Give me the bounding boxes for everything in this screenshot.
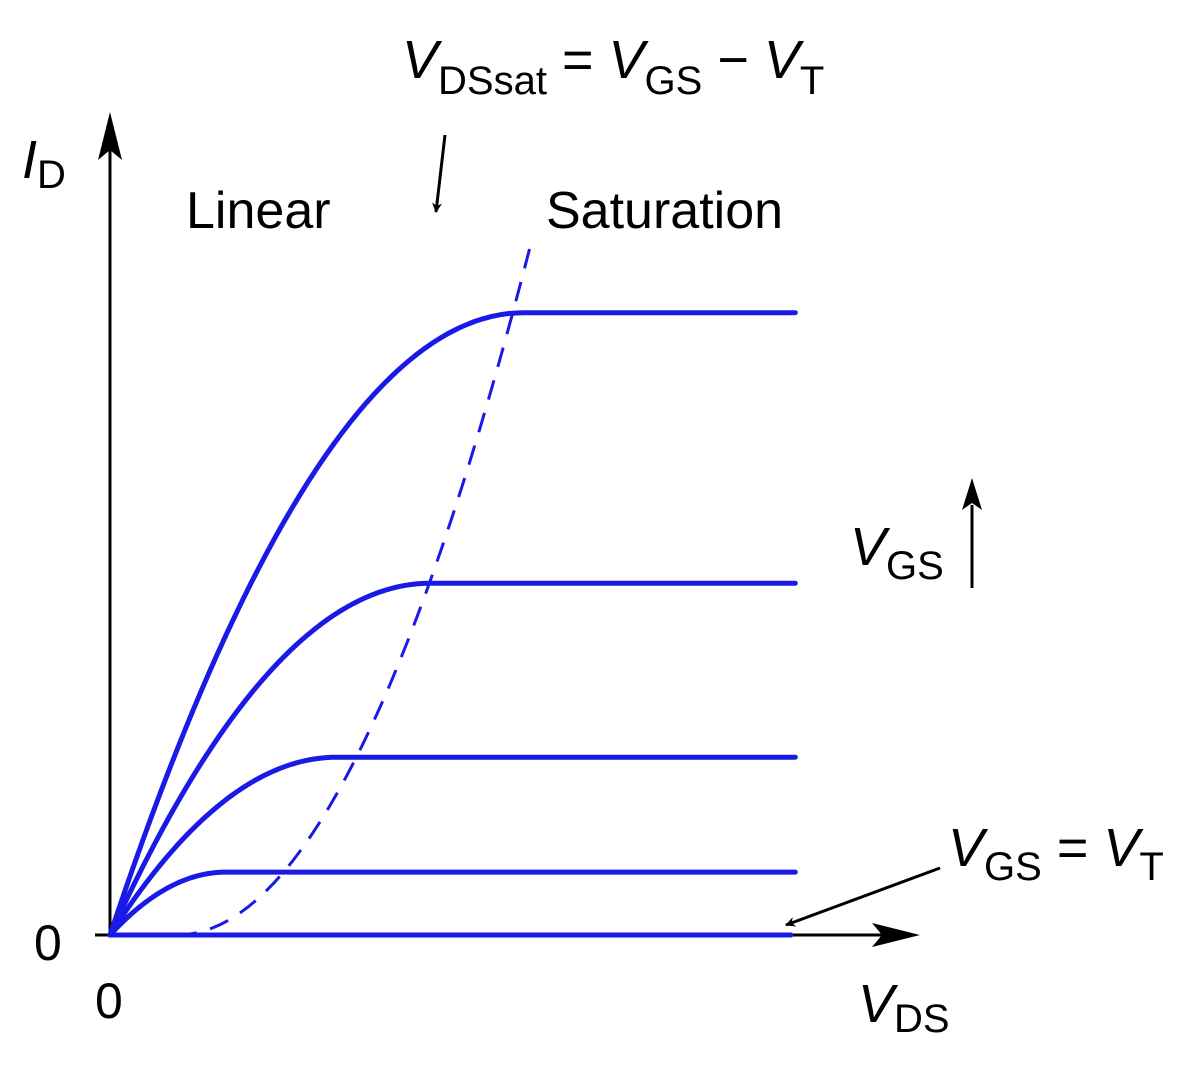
x-axis-label: VDS [858,974,950,1041]
id-vds-curve-4 [107,310,798,938]
vgs-equals-vt-label: VGS = VT [948,818,1164,889]
y-axis-label: ID [22,130,66,197]
vgs-equals-vt-pointer-arrow [785,866,941,927]
curves-group [107,310,798,938]
y-axis-arrowhead [98,112,122,160]
vdssat-pointer-arrow [432,134,447,213]
id-vds-curve-2 [107,754,798,938]
x-axis-arrowhead [872,923,920,947]
saturation-region-label: Saturation [546,182,783,240]
saturation-boundary-line [176,236,535,937]
linear-region-label: Linear [186,182,331,240]
vgs-increasing-arrowhead [962,478,982,510]
y-origin-label: 0 [34,915,62,971]
vdssat-annotation: VDSsat = VGS − VT [402,30,824,103]
id-vds-curve-3 [107,580,798,938]
vgs-increasing-label: VGS [850,517,944,588]
x-origin-label: 0 [95,973,123,1029]
id-vds-curve-1 [107,869,798,938]
